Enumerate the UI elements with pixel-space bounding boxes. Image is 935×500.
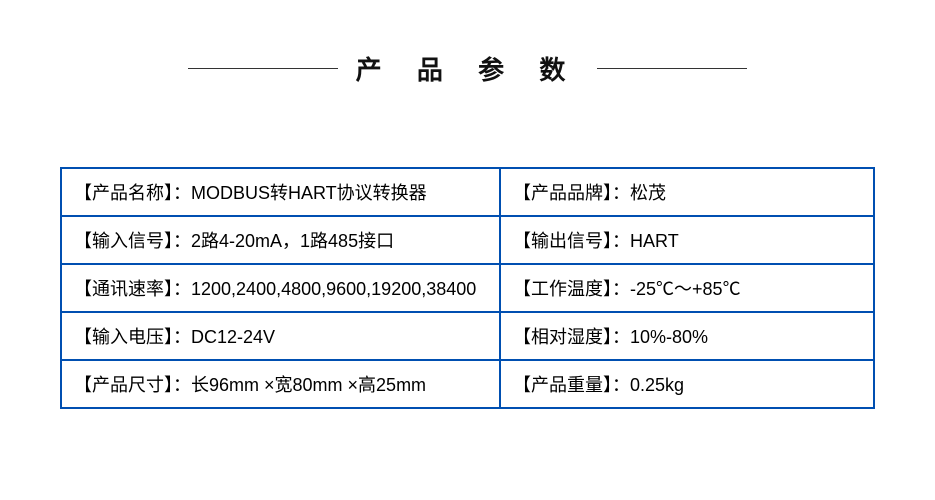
title-divider-right: [597, 68, 747, 69]
value: HART: [630, 231, 679, 251]
value: -25℃～+85℃: [630, 279, 741, 299]
label: 【输入信号】：: [74, 231, 191, 251]
value: 松茂: [630, 183, 666, 203]
label: 【通讯速率】：: [74, 279, 191, 299]
cell-product-name: 【产品名称】：MODBUS转HART协议转换器: [61, 168, 500, 216]
label: 【输入电压】：: [74, 327, 191, 347]
label: 【产品重量】：: [513, 375, 630, 395]
label: 【产品名称】：: [74, 183, 191, 203]
value: DC12-24V: [191, 327, 275, 347]
cell-dimensions: 【产品尺寸】：长96mm ×宽80mm ×高25mm: [61, 360, 500, 408]
cell-weight: 【产品重量】：0.25kg: [500, 360, 874, 408]
table-row: 【输入电压】：DC12-24V 【相对湿度】：10%-80%: [61, 312, 874, 360]
label: 【产品尺寸】：: [74, 375, 191, 395]
value: 2路4-20mA，1路485接口: [191, 231, 394, 251]
label: 【输出信号】：: [513, 231, 630, 251]
label: 【工作温度】：: [513, 279, 630, 299]
table-row: 【产品尺寸】：长96mm ×宽80mm ×高25mm 【产品重量】：0.25kg: [61, 360, 874, 408]
label: 【产品品牌】：: [513, 183, 630, 203]
table-row: 【产品名称】：MODBUS转HART协议转换器 【产品品牌】：松茂: [61, 168, 874, 216]
page-title: 产 品 参 数: [356, 50, 580, 87]
title-divider-left: [188, 68, 338, 69]
page: 产 品 参 数 【产品名称】：MODBUS转HART协议转换器 【产品品牌】：松…: [0, 0, 935, 500]
title-row: 产 品 参 数: [60, 50, 875, 87]
cell-output-signal: 【输出信号】：HART: [500, 216, 874, 264]
cell-input-voltage: 【输入电压】：DC12-24V: [61, 312, 500, 360]
table-row: 【输入信号】：2路4-20mA，1路485接口 【输出信号】：HART: [61, 216, 874, 264]
value: 长96mm ×宽80mm ×高25mm: [191, 375, 426, 395]
cell-relative-humidity: 【相对湿度】：10%-80%: [500, 312, 874, 360]
value: 10%-80%: [630, 327, 708, 347]
value: MODBUS转HART协议转换器: [191, 183, 427, 203]
cell-product-brand: 【产品品牌】：松茂: [500, 168, 874, 216]
cell-operating-temp: 【工作温度】：-25℃～+85℃: [500, 264, 874, 312]
cell-baud-rate: 【通讯速率】：1200,2400,4800,9600,19200,38400: [61, 264, 500, 312]
label: 【相对湿度】：: [513, 327, 630, 347]
value: 0.25kg: [630, 375, 684, 395]
params-table: 【产品名称】：MODBUS转HART协议转换器 【产品品牌】：松茂 【输入信号】…: [60, 167, 875, 409]
table-row: 【通讯速率】：1200,2400,4800,9600,19200,38400 【…: [61, 264, 874, 312]
cell-input-signal: 【输入信号】：2路4-20mA，1路485接口: [61, 216, 500, 264]
value: 1200,2400,4800,9600,19200,38400: [191, 279, 476, 299]
